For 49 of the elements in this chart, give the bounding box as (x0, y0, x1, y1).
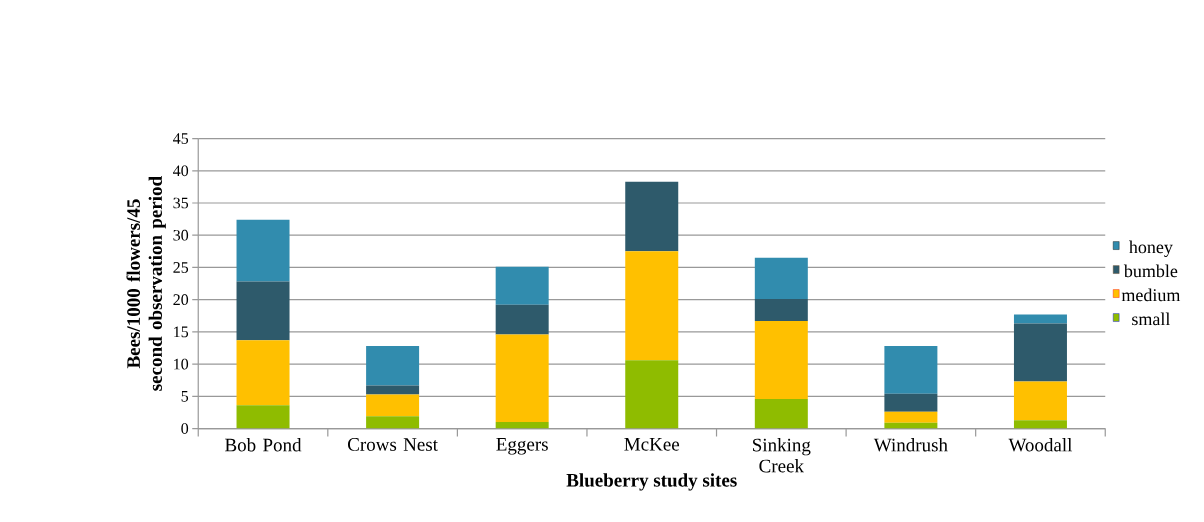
bar (884, 393, 938, 412)
bar (754, 398, 808, 429)
y-tick-label: 15 (174, 326, 189, 338)
y-tick-label: 35 (173, 197, 189, 209)
bar (1013, 381, 1067, 421)
x-axis-title: Blueberry study sites (566, 473, 737, 491)
bar (625, 181, 679, 252)
x-tick-label: McKee (624, 438, 680, 451)
x-tick-label: Woodall (1008, 438, 1073, 452)
bar (495, 304, 549, 335)
bar (236, 340, 290, 406)
y-tick-label: 30 (173, 229, 189, 241)
bar (625, 251, 679, 361)
legend-label: medium (1121, 288, 1181, 302)
bar (495, 422, 549, 429)
y-tick-label: 20 (173, 294, 189, 306)
x-tick-label: Windrush (873, 438, 948, 452)
x-tick-label: Sinking Creek (753, 438, 811, 473)
y-axis-title: Bees/1000 flowers/45 second observation period (126, 176, 166, 391)
x-tick-label: Crows Nest (348, 438, 438, 451)
bar (236, 281, 290, 341)
bar (1013, 420, 1067, 429)
bar (366, 385, 420, 395)
y-tick-label: 0 (181, 423, 189, 434)
x-tick-label: Eggers (496, 438, 548, 455)
legend-label: bumble (1123, 264, 1178, 278)
bar (236, 405, 290, 429)
x-tick-label: Bob Pond (225, 438, 302, 452)
bar (1013, 314, 1067, 324)
y-tick-label: 10 (174, 358, 189, 370)
bar (625, 360, 679, 429)
legend-label: small (1132, 312, 1171, 326)
y-tick-label: 25 (173, 262, 189, 273)
bar (754, 320, 808, 399)
legend-label: honey (1129, 240, 1173, 257)
bar (1013, 323, 1067, 382)
y-tick-label: 40 (173, 165, 189, 177)
bar (366, 346, 420, 386)
bar (884, 411, 938, 423)
bar (495, 334, 549, 423)
bar (236, 219, 290, 282)
bar (884, 346, 938, 394)
y-tick-label: 45 (173, 133, 189, 144)
bar (754, 299, 808, 321)
bar (495, 266, 549, 305)
bar (366, 394, 420, 417)
bar (366, 416, 420, 429)
y-tick-label: 5 (181, 391, 189, 402)
bar (754, 257, 808, 300)
